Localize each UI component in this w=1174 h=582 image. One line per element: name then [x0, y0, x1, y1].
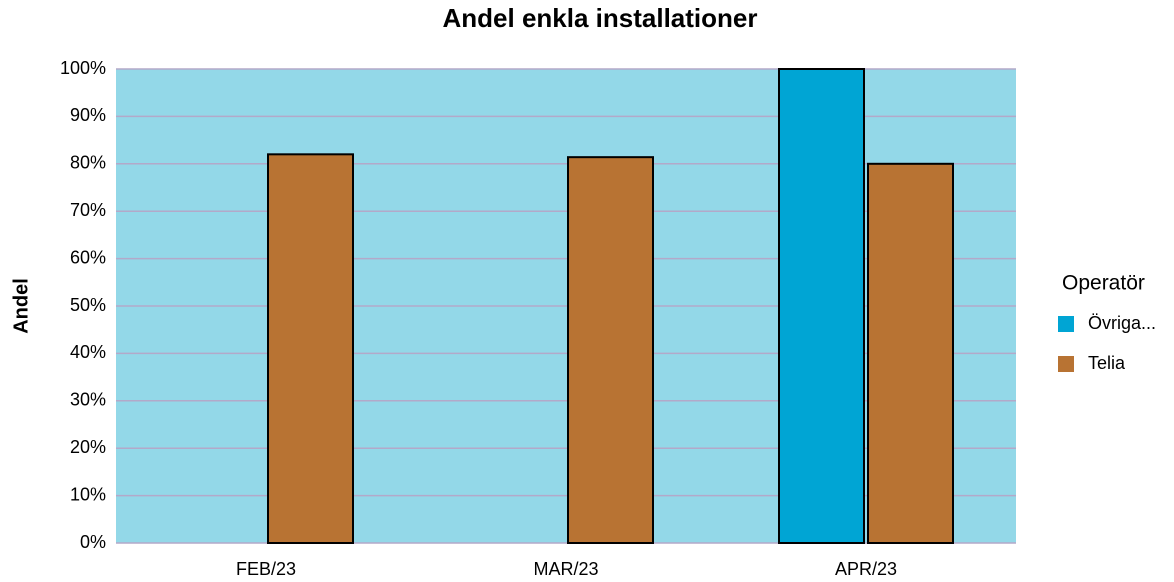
y-tick-label: 60%: [70, 247, 106, 267]
bar: [867, 162, 954, 545]
legend-label: Övriga...: [1088, 313, 1156, 333]
y-tick-label: 70%: [70, 200, 106, 220]
x-tick-label: APR/23: [835, 559, 897, 579]
y-tick-label: 30%: [70, 390, 106, 410]
legend-title: Operatör: [1062, 272, 1145, 295]
bar: [267, 153, 354, 544]
legend-label: Telia: [1088, 353, 1126, 373]
chart-title: Andel enkla installationer: [443, 3, 758, 33]
y-tick-label: 80%: [70, 153, 106, 173]
y-tick-label: 40%: [70, 342, 106, 362]
y-axis-label: Andel: [10, 278, 32, 334]
bar: [567, 156, 654, 544]
legend-swatch: [1058, 316, 1074, 332]
y-tick-label: 100%: [60, 58, 106, 78]
y-tick-label: 0%: [80, 532, 106, 552]
y-tick-label: 90%: [70, 105, 106, 125]
x-tick-label: MAR/23: [533, 559, 598, 579]
y-tick-label: 20%: [70, 437, 106, 457]
legend-swatch: [1058, 356, 1074, 372]
bar: [778, 68, 865, 544]
y-tick-label: 10%: [70, 484, 106, 504]
x-tick-label: FEB/23: [236, 559, 296, 579]
y-tick-label: 50%: [70, 295, 106, 315]
